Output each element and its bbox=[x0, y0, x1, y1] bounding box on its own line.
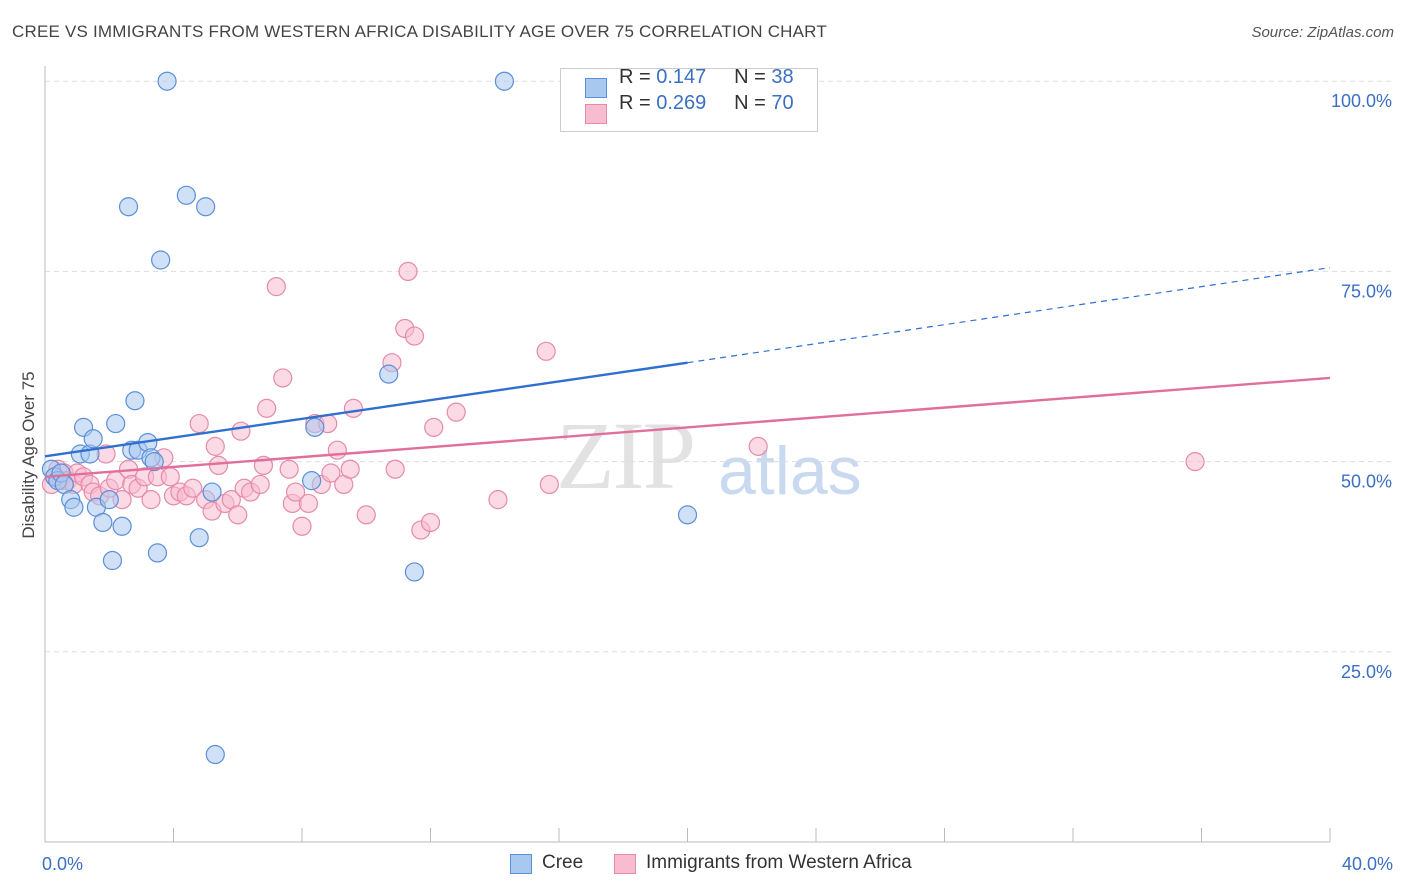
cree-point bbox=[379, 364, 399, 384]
immigrants-point bbox=[748, 436, 768, 456]
watermark-atlas: atlas bbox=[718, 433, 862, 509]
legend-n-value: 38 bbox=[771, 65, 794, 88]
immigrants-point bbox=[266, 277, 286, 297]
immigrants-point bbox=[404, 326, 425, 346]
y-axis-label: Disability Age Over 75 bbox=[19, 371, 38, 539]
immigrants-point bbox=[231, 421, 251, 441]
cree-point bbox=[157, 71, 177, 91]
immigrants-point bbox=[343, 398, 363, 418]
immigrants-point bbox=[285, 482, 306, 502]
cree-point bbox=[112, 516, 132, 536]
cree-point bbox=[202, 482, 222, 502]
immigrants-point bbox=[205, 436, 225, 456]
legend-n-value: 70 bbox=[771, 91, 794, 114]
cree-point bbox=[305, 417, 325, 437]
immigrants-point bbox=[1185, 452, 1205, 472]
cree-point bbox=[144, 452, 164, 472]
y-tick-label: 25.0% bbox=[1341, 662, 1392, 682]
immigrants-point bbox=[321, 463, 341, 483]
legend-swatch-cree bbox=[585, 78, 607, 98]
cree-point bbox=[83, 429, 103, 449]
cree-point bbox=[64, 497, 84, 517]
x-tick-label: 0.0% bbox=[42, 854, 83, 874]
legend-r-label: R = bbox=[619, 65, 651, 88]
legend-r-label: R = bbox=[619, 91, 651, 114]
cree-point bbox=[151, 250, 171, 270]
cree-point bbox=[302, 471, 322, 491]
cree-point bbox=[93, 512, 113, 533]
immigrants-point bbox=[327, 440, 347, 460]
watermark-zip: ZIP bbox=[556, 402, 696, 509]
immigrants-point bbox=[539, 474, 559, 495]
immigrants-point bbox=[189, 413, 209, 434]
bottom-legend-swatch-cree bbox=[510, 854, 532, 874]
correlation-legend: R = 0.147 N = 38 R = 0.269 N = 70 bbox=[560, 65, 818, 132]
cree-point bbox=[677, 505, 698, 525]
source-label: Source: ZipAtlas.com bbox=[1251, 24, 1394, 41]
immigrants-point bbox=[141, 490, 161, 510]
immigrants-point bbox=[536, 341, 556, 361]
immigrants-point bbox=[340, 459, 360, 479]
cree-point bbox=[106, 413, 126, 434]
cree-point bbox=[196, 197, 216, 217]
immigrants-point bbox=[292, 516, 312, 536]
y-tick-label: 50.0% bbox=[1341, 472, 1392, 492]
legend-n-label: N = bbox=[734, 91, 766, 114]
immigrants-point bbox=[257, 398, 277, 418]
immigrants-point bbox=[273, 368, 293, 388]
immigrants-point bbox=[228, 505, 248, 525]
cree-point bbox=[147, 543, 168, 563]
cree-point bbox=[118, 197, 139, 217]
cree-point bbox=[102, 550, 123, 571]
legend-r-value: 0.147 bbox=[656, 65, 707, 88]
immigrants-point bbox=[356, 505, 376, 525]
cree-trend-extension bbox=[687, 267, 1331, 364]
immigrants-point bbox=[420, 512, 441, 533]
bottom-legend-swatch-immigrants bbox=[614, 854, 636, 874]
immigrants-point bbox=[279, 459, 299, 479]
immigrants-trend-line bbox=[44, 376, 1331, 479]
cree-point bbox=[404, 562, 425, 582]
cree-point bbox=[189, 528, 209, 548]
cree-point bbox=[125, 391, 145, 411]
immigrants-point bbox=[298, 493, 319, 514]
bottom-legend-label-immigrants: Immigrants from Western Africa bbox=[646, 852, 912, 873]
immigrants-point bbox=[398, 261, 418, 282]
immigrants-point bbox=[424, 417, 444, 437]
immigrants-point bbox=[446, 402, 466, 422]
immigrants-point bbox=[208, 455, 229, 476]
y-tick-label: 100.0% bbox=[1331, 91, 1392, 111]
cree-point bbox=[99, 490, 119, 510]
immigrants-point bbox=[250, 474, 270, 495]
legend-r-value: 0.269 bbox=[656, 91, 707, 114]
cree-point bbox=[205, 744, 225, 765]
cree-trend-line bbox=[44, 361, 688, 458]
x-tick-label: 40.0% bbox=[1342, 854, 1393, 874]
bottom-legend-label-cree: Cree bbox=[542, 852, 584, 873]
chart-title: CREE VS IMMIGRANTS FROM WESTERN AFRICA D… bbox=[12, 22, 827, 41]
immigrants-point bbox=[488, 490, 508, 510]
cree-point bbox=[494, 71, 514, 91]
cree-point bbox=[176, 185, 196, 205]
y-tick-label: 75.0% bbox=[1341, 281, 1392, 301]
immigrants-point bbox=[385, 459, 405, 479]
legend-n-label: N = bbox=[734, 65, 766, 88]
legend-swatch-immigrants bbox=[585, 104, 607, 124]
immigrants-point bbox=[183, 478, 203, 498]
